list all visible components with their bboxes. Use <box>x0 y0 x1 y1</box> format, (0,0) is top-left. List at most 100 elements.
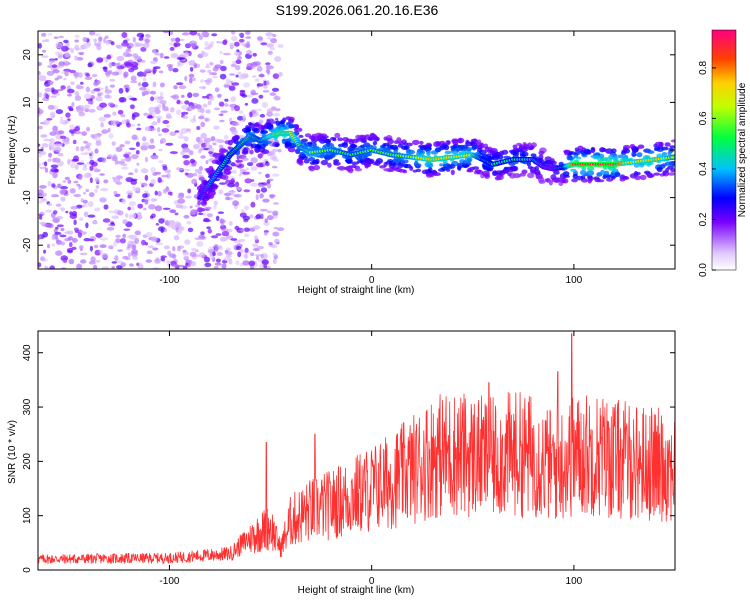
ridge-halo <box>611 175 616 180</box>
noise-speckle <box>43 198 48 202</box>
noise-speckle <box>244 178 252 184</box>
noise-speckle <box>47 80 54 85</box>
ridge-halo <box>383 147 389 152</box>
noise-speckle <box>215 258 221 263</box>
noise-speckle <box>57 152 64 157</box>
noise-speckle <box>47 243 50 249</box>
noise-speckle <box>84 151 90 155</box>
noise-speckle <box>265 62 271 66</box>
noise-speckle <box>218 113 223 117</box>
noise-speckle <box>80 259 87 264</box>
ridge-halo <box>439 163 444 167</box>
ridge-halo <box>415 168 422 173</box>
noise-speckle <box>131 206 135 211</box>
noise-speckle <box>111 261 118 264</box>
ridge-halo <box>646 174 655 178</box>
ridge-halo <box>446 164 453 170</box>
noise-speckle <box>148 106 156 113</box>
noise-speckle <box>221 228 230 233</box>
noise-speckle <box>55 93 60 96</box>
noise-speckle <box>261 101 269 108</box>
noise-speckle <box>111 141 116 146</box>
noise-speckle <box>272 34 277 37</box>
noise-speckle <box>162 120 170 124</box>
ridge-halo <box>402 142 409 146</box>
noise-speckle <box>219 59 224 65</box>
noise-speckle <box>90 89 96 94</box>
ridge-halo <box>529 145 535 150</box>
noise-speckle <box>169 151 178 155</box>
noise-speckle <box>224 249 229 254</box>
noise-speckle <box>121 198 127 204</box>
ridge-halo <box>491 154 500 161</box>
noise-speckle <box>256 83 264 87</box>
noise-speckle <box>82 167 88 171</box>
y-tick-label: 10 <box>22 96 33 108</box>
ridge-halo <box>454 147 461 152</box>
noise-speckle <box>104 85 109 92</box>
noise-speckle <box>50 167 59 173</box>
noise-speckle <box>252 225 261 230</box>
ridge-halo <box>364 162 369 169</box>
ridge-halo <box>621 175 629 180</box>
ridge-halo <box>574 147 579 151</box>
noise-speckle <box>123 153 130 158</box>
ridge-halo <box>512 154 519 158</box>
noise-speckle <box>112 241 118 247</box>
noise-speckle <box>261 259 269 265</box>
ridge-halo <box>527 172 535 179</box>
noise-speckle <box>63 77 67 81</box>
noise-speckle <box>198 148 202 154</box>
noise-speckle <box>38 234 42 241</box>
noise-speckle <box>206 226 211 229</box>
colorbar-tick-label: 0.2 <box>698 212 709 226</box>
noise-speckle <box>125 177 134 183</box>
ridge-halo <box>254 148 260 153</box>
noise-speckle <box>77 232 83 238</box>
noise-speckle <box>95 259 101 263</box>
noise-speckle <box>152 69 156 75</box>
noise-speckle <box>212 76 218 79</box>
noise-speckle <box>71 238 78 243</box>
noise-speckle <box>135 150 140 155</box>
noise-speckle <box>69 124 75 130</box>
noise-speckle <box>114 159 119 165</box>
noise-speckle <box>45 94 49 99</box>
spectrogram-content <box>38 31 675 269</box>
noise-speckle <box>244 102 249 106</box>
ridge-halo <box>206 169 213 174</box>
noise-speckle <box>204 41 209 47</box>
noise-speckle <box>193 143 200 150</box>
ridge-halo <box>200 200 207 206</box>
noise-speckle <box>117 62 121 66</box>
noise-speckle <box>182 154 190 159</box>
noise-speckle <box>235 260 240 266</box>
y-tick-label: -10 <box>22 190 33 205</box>
noise-speckle <box>163 56 170 59</box>
noise-speckle <box>234 51 240 56</box>
ridge-halo <box>501 149 509 155</box>
ridge-halo <box>594 177 601 183</box>
noise-speckle <box>208 150 214 155</box>
noise-speckle <box>45 209 53 213</box>
noise-speckle <box>258 119 264 125</box>
noise-speckle <box>271 165 278 169</box>
noise-speckle <box>103 37 107 44</box>
noise-speckle <box>166 173 171 179</box>
ridge-halo <box>571 178 578 183</box>
noise-speckle <box>60 186 68 190</box>
noise-speckle <box>180 128 189 134</box>
noise-speckle <box>212 142 217 146</box>
noise-speckle <box>277 44 284 48</box>
noise-speckle <box>223 84 231 88</box>
noise-speckle <box>158 148 163 152</box>
noise-speckle <box>93 264 98 269</box>
noise-speckle <box>175 37 181 43</box>
ridge-halo <box>373 138 380 142</box>
ridge-halo <box>606 178 614 182</box>
y-tick-label: -20 <box>22 238 33 253</box>
ridge-halo <box>566 155 573 161</box>
noise-speckle <box>43 119 50 126</box>
noise-speckle <box>151 49 157 54</box>
ridge-halo <box>587 178 592 184</box>
